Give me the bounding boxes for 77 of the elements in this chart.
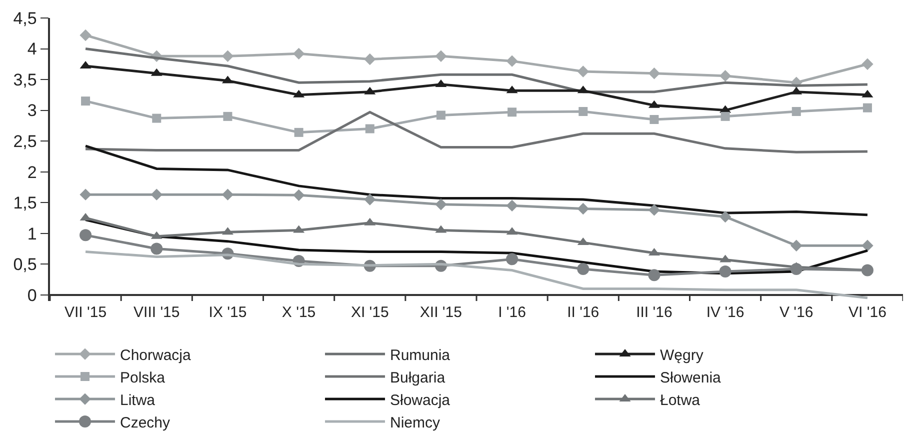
legend-label: Litwa <box>120 392 156 409</box>
point <box>508 108 517 117</box>
y-tick-label: 3,5 <box>13 70 37 90</box>
point <box>436 110 446 120</box>
x-tick-label: VI '16 <box>848 304 886 321</box>
y-tick-label: 0,5 <box>13 255 37 274</box>
legend-label: Węgry <box>660 346 704 364</box>
point <box>862 103 872 112</box>
point <box>152 114 162 123</box>
y-tick-label: 3 <box>27 101 37 120</box>
point <box>80 188 92 200</box>
x-tick-label: II '16 <box>567 304 600 321</box>
point <box>150 188 162 200</box>
point <box>578 107 588 116</box>
point <box>648 68 660 80</box>
legend-label: Słowacja <box>390 392 451 409</box>
point <box>80 229 92 242</box>
legend-label: Niemcy <box>390 414 440 432</box>
x-tick-label: VII '15 <box>64 304 107 321</box>
line-series <box>84 110 869 154</box>
point <box>790 263 802 276</box>
point <box>294 128 304 137</box>
legend-label: Łotwa <box>660 392 701 409</box>
point <box>292 48 305 60</box>
legend-label: Słowenia <box>660 369 722 386</box>
x-tick-label: I '16 <box>498 304 526 321</box>
point <box>506 200 518 212</box>
point <box>435 50 447 62</box>
point <box>222 188 234 200</box>
x-tick-label: XII '15 <box>420 304 462 321</box>
y-tick-label: 4,5 <box>13 8 37 28</box>
point <box>650 115 659 124</box>
point <box>80 29 92 42</box>
y-tick-label: 1 <box>27 224 37 244</box>
point <box>364 194 376 206</box>
point <box>222 50 234 62</box>
point <box>862 58 874 70</box>
point <box>577 66 589 78</box>
x-tick-label: VIII '15 <box>134 304 180 321</box>
point <box>506 55 518 67</box>
point <box>861 264 874 276</box>
x-tick-label: III '16 <box>636 304 672 321</box>
point <box>648 269 660 282</box>
y-tick-label: 2 <box>27 162 37 182</box>
point <box>435 198 447 210</box>
point <box>577 202 589 215</box>
point <box>364 53 376 66</box>
y-tick-label: 2,5 <box>13 132 37 151</box>
point <box>648 204 660 216</box>
x-tick-label: V '16 <box>780 304 814 321</box>
x-tick-label: IV '16 <box>706 304 744 321</box>
legend-label: Chorwacja <box>120 346 192 364</box>
point <box>719 210 732 223</box>
legend-label: Bułgaria <box>390 369 446 386</box>
y-tick-label: 1,5 <box>13 194 37 213</box>
point <box>862 240 874 252</box>
legend-label: Rumunia <box>390 346 451 364</box>
point <box>577 263 590 276</box>
point <box>365 124 374 134</box>
legend-label: Polska <box>120 369 166 386</box>
point <box>223 112 232 121</box>
point <box>719 265 732 278</box>
point <box>292 189 305 202</box>
point <box>790 240 802 252</box>
point <box>150 242 163 255</box>
legend-label: Czechy <box>120 414 171 432</box>
x-tick-label: IX '15 <box>208 304 247 321</box>
point <box>719 70 732 82</box>
point <box>81 96 90 106</box>
x-tick-label: X '15 <box>282 304 316 321</box>
point <box>506 253 518 266</box>
y-tick-label: 0 <box>27 286 37 305</box>
point <box>792 107 801 116</box>
point <box>720 112 730 121</box>
line-series <box>84 48 869 94</box>
x-tick-label: XI '15 <box>350 304 389 321</box>
y-tick-label: 4 <box>27 40 37 59</box>
